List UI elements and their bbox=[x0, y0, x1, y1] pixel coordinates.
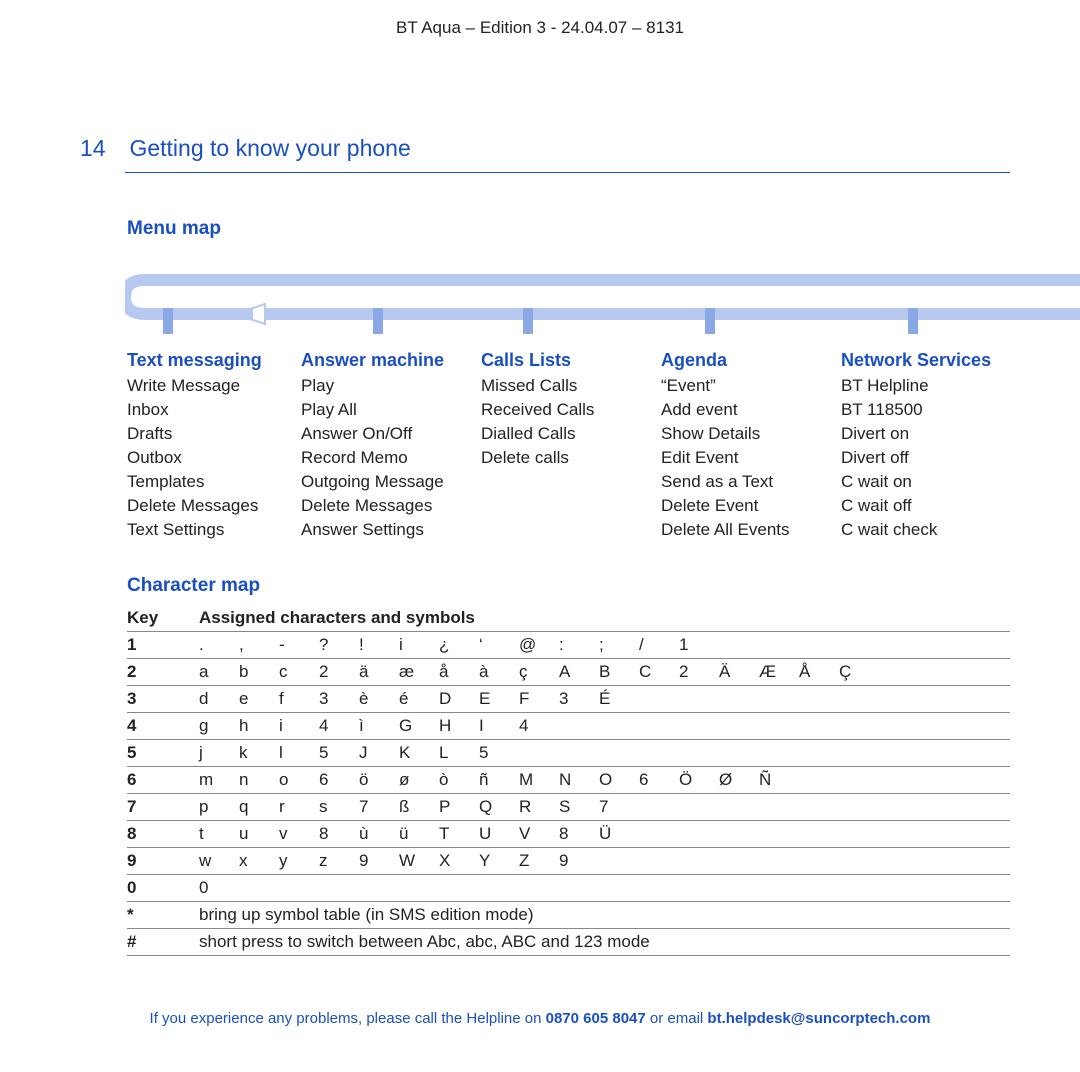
charmap-values: jkl5JKL5 bbox=[199, 740, 1010, 767]
page-number: 14 bbox=[80, 135, 125, 162]
menu-item: Outgoing Message bbox=[301, 470, 481, 494]
charmap-key: * bbox=[127, 902, 199, 929]
charmap-key: 1 bbox=[127, 632, 199, 659]
menu-item: Divert on bbox=[841, 422, 1021, 446]
charmap-values: tuv8ùüTUV8Ü bbox=[199, 821, 1010, 848]
charmap-values: pqrs7ßPQRS7 bbox=[199, 794, 1010, 821]
charmap-row: 8tuv8ùüTUV8Ü bbox=[127, 821, 1010, 848]
charmap-assigned-header: Assigned characters and symbols bbox=[199, 605, 1010, 632]
menu-item: Edit Event bbox=[661, 446, 841, 470]
menu-item: Delete All Events bbox=[661, 518, 841, 542]
charmap-row: 5jkl5JKL5 bbox=[127, 740, 1010, 767]
charmap-row: 7pqrs7ßPQRS7 bbox=[127, 794, 1010, 821]
menu-item: Text Settings bbox=[127, 518, 301, 542]
footer-phone: 0870 605 8047 bbox=[546, 1010, 646, 1027]
menu-item: Delete Event bbox=[661, 494, 841, 518]
timeline-graphic bbox=[125, 270, 1080, 345]
charmap-values: bring up symbol table (in SMS edition mo… bbox=[199, 902, 1010, 929]
title-row: 14 Getting to know your phone bbox=[80, 135, 1010, 173]
charmap-values: .,-?!i¿‘@:;/1 bbox=[199, 632, 1010, 659]
charmap-row: 3def3èéDEF3É bbox=[127, 686, 1010, 713]
menu-item: Inbox bbox=[127, 398, 301, 422]
charmap-key: 6 bbox=[127, 767, 199, 794]
footer-note: If you experience any problems, please c… bbox=[0, 1010, 1080, 1027]
charmap-values: 0 bbox=[199, 875, 1010, 902]
menu-item: BT Helpline bbox=[841, 374, 1021, 398]
menu-item: BT 118500 bbox=[841, 398, 1021, 422]
footer-mid: or email bbox=[646, 1010, 708, 1027]
charmap-row: #short press to switch between Abc, abc,… bbox=[127, 929, 1010, 956]
menu-item: Templates bbox=[127, 470, 301, 494]
menu-item: Delete Messages bbox=[301, 494, 481, 518]
menu-col-calls-lists: Calls Lists Missed Calls Received Calls … bbox=[481, 350, 661, 542]
character-map-table: Key Assigned characters and symbols 1.,-… bbox=[127, 605, 1010, 956]
character-map-heading: Character map bbox=[127, 575, 260, 597]
charmap-row: 2abc2äæåàçABC2ÄÆÅÇ bbox=[127, 659, 1010, 686]
title-rule bbox=[125, 172, 1010, 173]
charmap-key: 8 bbox=[127, 821, 199, 848]
menu-item: Play All bbox=[301, 398, 481, 422]
menu-col-network-services: Network Services BT Helpline BT 118500 D… bbox=[841, 350, 1021, 542]
menu-item: Delete Messages bbox=[127, 494, 301, 518]
charmap-values: mno6öøòñMNO6ÖØÑ bbox=[199, 767, 1010, 794]
menu-item: Send as a Text bbox=[661, 470, 841, 494]
charmap-key: 5 bbox=[127, 740, 199, 767]
menu-item: “Event” bbox=[661, 374, 841, 398]
charmap-values: short press to switch between Abc, abc, … bbox=[199, 929, 1010, 956]
menu-item: Delete calls bbox=[481, 446, 661, 470]
charmap-key: # bbox=[127, 929, 199, 956]
menu-item: Answer Settings bbox=[301, 518, 481, 542]
menu-columns: Text messaging Write Message Inbox Draft… bbox=[127, 350, 1020, 542]
doc-header: BT Aqua – Edition 3 - 24.04.07 – 8131 bbox=[0, 0, 1080, 38]
menu-item: C wait check bbox=[841, 518, 1021, 542]
footer-pre: If you experience any problems, please c… bbox=[150, 1010, 546, 1027]
menu-item: C wait off bbox=[841, 494, 1021, 518]
menu-col-title: Agenda bbox=[661, 350, 841, 371]
menu-item: Play bbox=[301, 374, 481, 398]
menu-item: Add event bbox=[661, 398, 841, 422]
menu-col-title: Text messaging bbox=[127, 350, 301, 371]
menu-item: Outbox bbox=[127, 446, 301, 470]
menu-item: Drafts bbox=[127, 422, 301, 446]
charmap-values: abc2äæåàçABC2ÄÆÅÇ bbox=[199, 659, 1010, 686]
menu-col-title: Answer machine bbox=[301, 350, 481, 371]
charmap-row: 9wxyz9WXYZ9 bbox=[127, 848, 1010, 875]
menu-item: C wait on bbox=[841, 470, 1021, 494]
charmap-row: 4ghi4ìGHI4 bbox=[127, 713, 1010, 740]
charmap-key: 3 bbox=[127, 686, 199, 713]
menu-item: Answer On/Off bbox=[301, 422, 481, 446]
charmap-row: 6mno6öøòñMNO6ÖØÑ bbox=[127, 767, 1010, 794]
charmap-values: wxyz9WXYZ9 bbox=[199, 848, 1010, 875]
menu-col-agenda: Agenda “Event” Add event Show Details Ed… bbox=[661, 350, 841, 542]
menu-col-title: Network Services bbox=[841, 350, 1021, 371]
menu-col-title: Calls Lists bbox=[481, 350, 661, 371]
charmap-row: 00 bbox=[127, 875, 1010, 902]
menu-map-heading: Menu map bbox=[127, 218, 221, 240]
menu-col-answer-machine: Answer machine Play Play All Answer On/O… bbox=[301, 350, 481, 542]
charmap-key: 9 bbox=[127, 848, 199, 875]
charmap-key: 7 bbox=[127, 794, 199, 821]
charmap-key-header: Key bbox=[127, 605, 199, 632]
charmap-key: 2 bbox=[127, 659, 199, 686]
charmap-row: 1.,-?!i¿‘@:;/1 bbox=[127, 632, 1010, 659]
charmap-key: 4 bbox=[127, 713, 199, 740]
menu-item: Write Message bbox=[127, 374, 301, 398]
menu-col-text-messaging: Text messaging Write Message Inbox Draft… bbox=[127, 350, 301, 542]
menu-item: Show Details bbox=[661, 422, 841, 446]
footer-email: bt.helpdesk@suncorptech.com bbox=[707, 1010, 930, 1027]
charmap-values: ghi4ìGHI4 bbox=[199, 713, 1010, 740]
page: BT Aqua – Edition 3 - 24.04.07 – 8131 14… bbox=[0, 0, 1080, 1072]
menu-item: Dialled Calls bbox=[481, 422, 661, 446]
menu-item: Missed Calls bbox=[481, 374, 661, 398]
menu-item: Record Memo bbox=[301, 446, 481, 470]
page-title: Getting to know your phone bbox=[129, 135, 410, 162]
charmap-row: *bring up symbol table (in SMS edition m… bbox=[127, 902, 1010, 929]
charmap-values: def3èéDEF3É bbox=[199, 686, 1010, 713]
menu-item: Received Calls bbox=[481, 398, 661, 422]
menu-item: Divert off bbox=[841, 446, 1021, 470]
charmap-key: 0 bbox=[127, 875, 199, 902]
